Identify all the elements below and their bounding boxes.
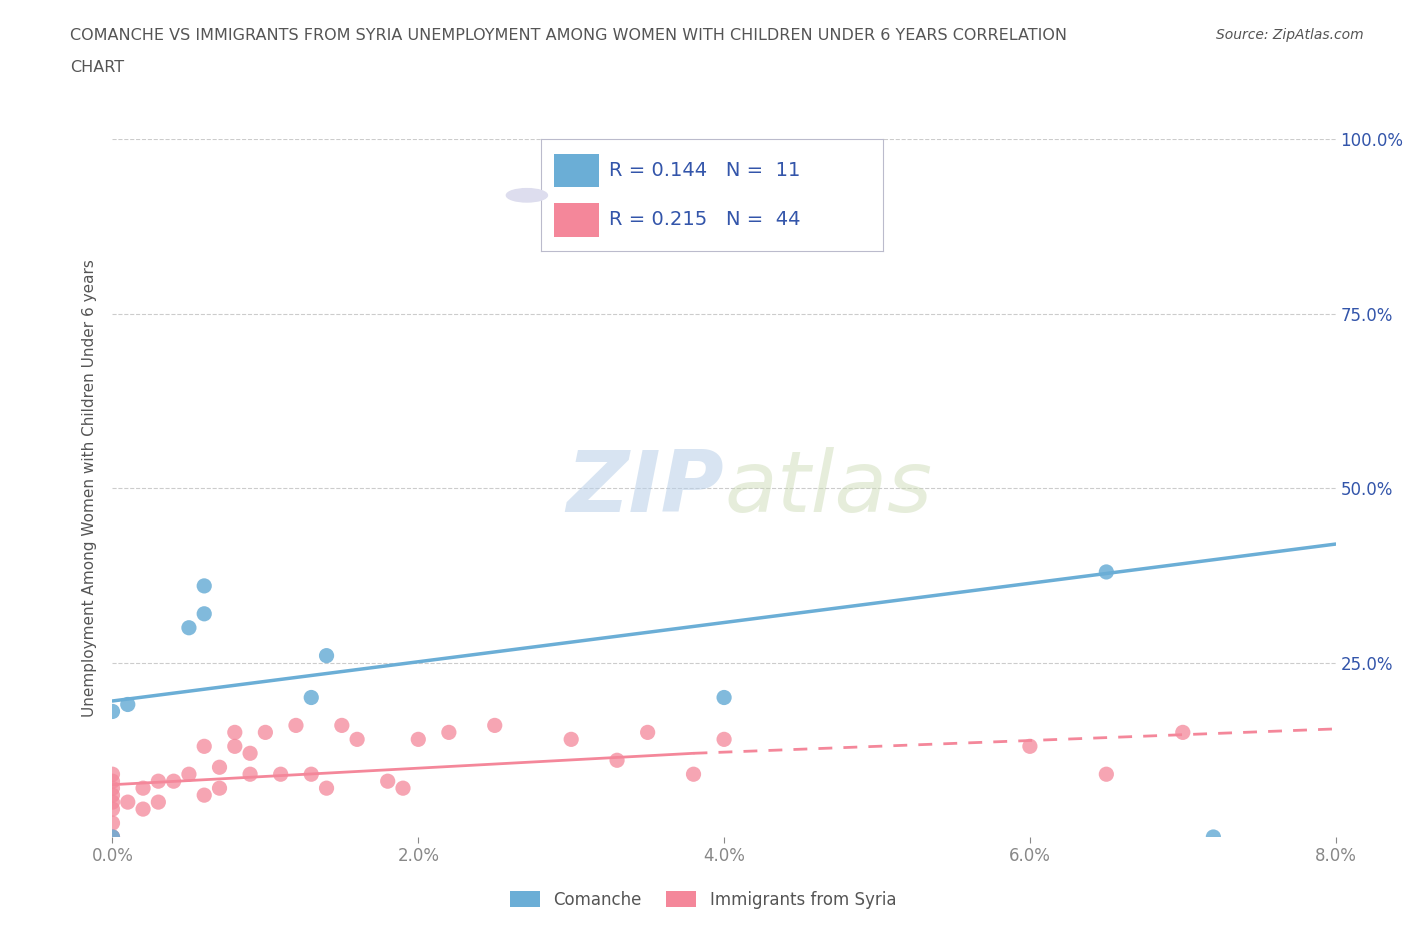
Point xyxy=(392,781,415,796)
Y-axis label: Unemployment Among Women with Children Under 6 years: Unemployment Among Women with Children U… xyxy=(82,259,97,717)
Point xyxy=(193,606,215,621)
Point xyxy=(1095,766,1118,781)
Point xyxy=(177,766,200,781)
Point xyxy=(193,578,215,593)
Point xyxy=(299,766,322,781)
Point xyxy=(117,794,139,809)
Point xyxy=(377,774,399,789)
Point xyxy=(163,774,186,789)
Point xyxy=(315,781,337,796)
Point xyxy=(193,788,215,803)
Point xyxy=(408,732,430,747)
Point xyxy=(1018,738,1040,753)
Text: atlas: atlas xyxy=(724,446,932,530)
Point xyxy=(208,760,231,775)
Text: Source: ZipAtlas.com: Source: ZipAtlas.com xyxy=(1216,28,1364,42)
Point xyxy=(101,781,124,796)
Point xyxy=(224,738,246,753)
Point xyxy=(270,766,292,781)
Point xyxy=(239,746,262,761)
Point xyxy=(101,830,124,844)
Point xyxy=(193,738,215,753)
Point xyxy=(148,774,170,789)
Point xyxy=(101,830,124,844)
Point xyxy=(637,725,659,740)
Point xyxy=(1202,830,1225,844)
Point xyxy=(101,788,124,803)
Point xyxy=(1095,565,1118,579)
Point xyxy=(437,725,460,740)
Point xyxy=(346,732,368,747)
Point xyxy=(484,718,506,733)
Point xyxy=(117,698,139,712)
Point xyxy=(284,718,308,733)
Point xyxy=(682,766,704,781)
Point xyxy=(177,620,200,635)
Point xyxy=(101,830,124,844)
Point xyxy=(101,802,124,817)
Point xyxy=(330,718,353,733)
Point xyxy=(560,732,582,747)
Point xyxy=(101,766,124,781)
Text: ZIP: ZIP xyxy=(567,446,724,530)
Point xyxy=(101,794,124,809)
Point xyxy=(101,816,124,830)
Point xyxy=(713,690,735,705)
Point xyxy=(254,725,277,740)
Legend: Comanche, Immigrants from Syria: Comanche, Immigrants from Syria xyxy=(502,883,904,917)
Point xyxy=(132,802,155,817)
Point xyxy=(208,781,231,796)
Point xyxy=(299,690,322,705)
Point xyxy=(606,753,628,768)
Point xyxy=(713,732,735,747)
Point xyxy=(239,766,262,781)
Point xyxy=(101,704,124,719)
Point xyxy=(315,648,337,663)
Text: COMANCHE VS IMMIGRANTS FROM SYRIA UNEMPLOYMENT AMONG WOMEN WITH CHILDREN UNDER 6: COMANCHE VS IMMIGRANTS FROM SYRIA UNEMPL… xyxy=(70,28,1067,43)
Point xyxy=(101,774,124,789)
Text: CHART: CHART xyxy=(70,60,124,75)
Point xyxy=(1171,725,1194,740)
Point xyxy=(148,794,170,809)
Point xyxy=(132,781,155,796)
Point xyxy=(224,725,246,740)
